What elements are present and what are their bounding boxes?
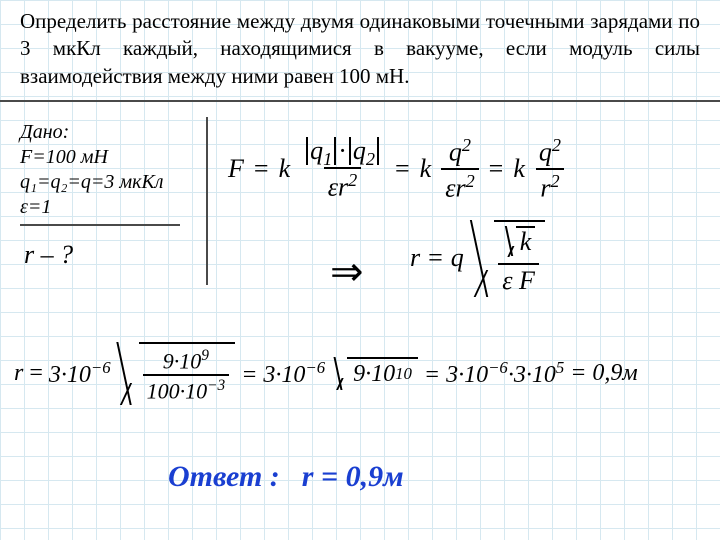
frac-2: q2 εr2 [441, 136, 478, 202]
divider-top [0, 100, 720, 102]
sym-F: F [228, 154, 244, 184]
formula-coulomb: F = k q1·q2 εr2 = k q2 εr2 = k q2 r2 [228, 136, 565, 202]
given-q: q₁=q₂=q=3 мкКл [20, 170, 206, 195]
formula-calc: r = 3·10−6 9·109 100·10−3 = 3·10−6 9·101… [14, 342, 638, 405]
divider-given [20, 224, 180, 226]
sym-k3: k [513, 154, 525, 184]
answer-label: Ответ : [168, 460, 280, 494]
sym-r: r [410, 243, 420, 273]
sqrt-calc2: 9·1010 [331, 357, 418, 390]
frac-3: q2 r2 [535, 136, 565, 202]
given-heading: Дано: [20, 120, 206, 145]
sqrt-calc1: 9·109 100·10−3 [117, 342, 236, 405]
answer-value: r = 0,9м [302, 460, 404, 494]
problem-statement: Определить расстояние между двумя одинак… [0, 0, 720, 100]
vertical-divider [206, 117, 208, 285]
sqrt-outer: k ε F [472, 220, 546, 297]
sym-k2: k [420, 154, 432, 184]
eq2: = [395, 154, 410, 184]
given-eps: ε=1 [20, 195, 206, 220]
sym-q: q [451, 243, 464, 273]
page-content: Определить расстояние между двумя одинак… [0, 0, 720, 102]
answer-line: Ответ : r = 0,9м [168, 460, 404, 494]
eq3: = [489, 154, 504, 184]
find-line: r – ? [24, 240, 73, 270]
given-F: F=100 мН [20, 145, 206, 170]
sym-k1: k [279, 154, 291, 184]
implies-arrow: ⇒ [330, 248, 364, 295]
frac-1: q1·q2 εr2 [300, 137, 385, 202]
formula-r: r = q k ε F [410, 220, 545, 297]
eq1: = [254, 154, 269, 184]
given-block: Дано: F=100 мН q₁=q₂=q=3 мкКл ε=1 [20, 120, 206, 226]
